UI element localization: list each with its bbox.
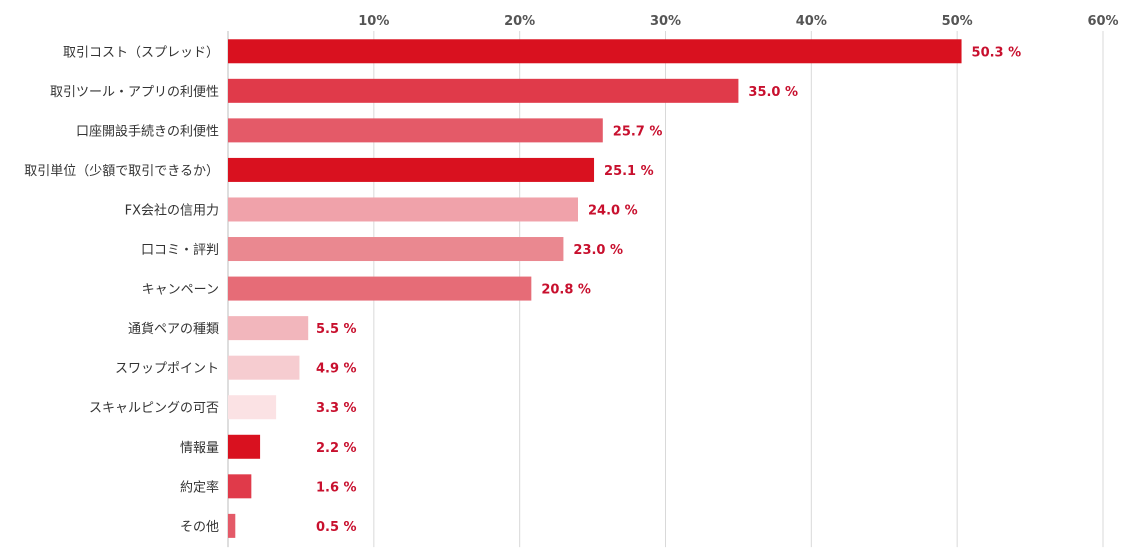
value-label: 3.3 % xyxy=(316,401,357,416)
category-label: 取引ツール・アプリの利便性 xyxy=(50,85,219,100)
bar xyxy=(228,513,236,538)
bar xyxy=(228,276,532,301)
category-label: スワップポイント xyxy=(115,362,219,377)
category-label: 通貨ペアの種類 xyxy=(128,321,219,337)
value-label: 5.5 % xyxy=(316,322,357,337)
x-tick-label: 40% xyxy=(796,14,827,29)
bar xyxy=(228,355,300,380)
value-labels: 50.3 % 35.0 % 25.7 % 25.1 % 24.0 % 23.0 % 20.8… xyxy=(316,45,1021,535)
category-label: キャンペーン xyxy=(142,283,219,298)
value-label: 4.9 % xyxy=(316,362,357,377)
bars xyxy=(228,39,962,538)
value-label: 0.5 % xyxy=(316,520,357,535)
bar xyxy=(228,434,261,459)
bar xyxy=(228,395,277,420)
x-tick-label: 30% xyxy=(650,14,681,29)
value-label: 24.0 % xyxy=(588,203,638,218)
bar xyxy=(228,78,739,103)
category-label: 取引コスト（スプレッド） xyxy=(63,45,219,60)
bar xyxy=(228,157,595,182)
value-label: 35.0 % xyxy=(748,85,798,100)
category-label: FX会社の信用力 xyxy=(125,202,219,218)
category-label: 約定率 xyxy=(180,479,219,495)
category-label: 口コミ・評判 xyxy=(141,243,219,258)
bar xyxy=(228,197,578,222)
bar xyxy=(228,316,309,341)
bar xyxy=(228,474,252,499)
x-tick-label: 50% xyxy=(942,14,973,29)
category-label: 取引単位（少額で取引できるか） xyxy=(24,163,219,179)
value-label: 23.0 % xyxy=(573,243,623,258)
x-tick-label: 10% xyxy=(358,14,389,29)
category-label: その他 xyxy=(180,520,219,535)
bar xyxy=(228,39,962,64)
value-label: 20.8 % xyxy=(541,283,591,298)
category-label: 口座開設手続きの利便性 xyxy=(76,123,219,139)
x-tick-label: 60% xyxy=(1087,14,1118,29)
value-label: 25.1 % xyxy=(604,164,654,179)
x-tick-label: 20% xyxy=(504,14,535,29)
bar xyxy=(228,118,603,143)
category-label: 情報量 xyxy=(180,441,219,456)
value-label: 2.2 % xyxy=(316,441,357,456)
category-label: スキャルピングの可否 xyxy=(89,401,219,416)
value-label: 50.3 % xyxy=(972,45,1022,60)
x-axis-ticks: 10% 20% 30% 40% 50% 60% xyxy=(358,14,1118,29)
value-label: 1.6 % xyxy=(316,480,357,495)
category-labels: 取引コスト（スプレッド） 取引ツール・アプリの利便性口座開設手続きの利便性取引単位… xyxy=(24,45,219,535)
bar xyxy=(228,237,564,262)
value-label: 25.7 % xyxy=(613,124,663,139)
